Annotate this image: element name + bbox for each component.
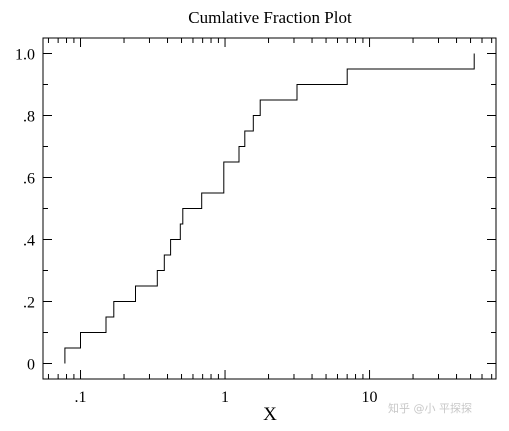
y-tick-labels: 0 .2 .4 .6 .8 1.0: [15, 47, 35, 374]
axis-ticks: [43, 38, 496, 379]
x-tick-label: .1: [75, 389, 87, 406]
x-axis-label: X: [263, 404, 277, 425]
x-tick-label: 1: [221, 389, 229, 406]
watermark: 知乎 @小 平探探: [388, 401, 472, 415]
chart-title: Cumlative Fraction Plot: [188, 8, 352, 27]
y-tick-label: .8: [23, 109, 35, 126]
x-tick-labels: .1 1 10: [75, 389, 378, 406]
y-tick-label: .6: [23, 171, 35, 188]
y-tick-label: .2: [23, 295, 35, 312]
x-tick-label: 10: [362, 389, 378, 406]
y-tick-label: .4: [23, 233, 35, 250]
plot-frame: [42, 37, 497, 380]
y-tick-label: 0: [27, 357, 35, 374]
cumulative-step-line: [64, 53, 475, 364]
y-tick-label: 1.0: [15, 47, 35, 64]
